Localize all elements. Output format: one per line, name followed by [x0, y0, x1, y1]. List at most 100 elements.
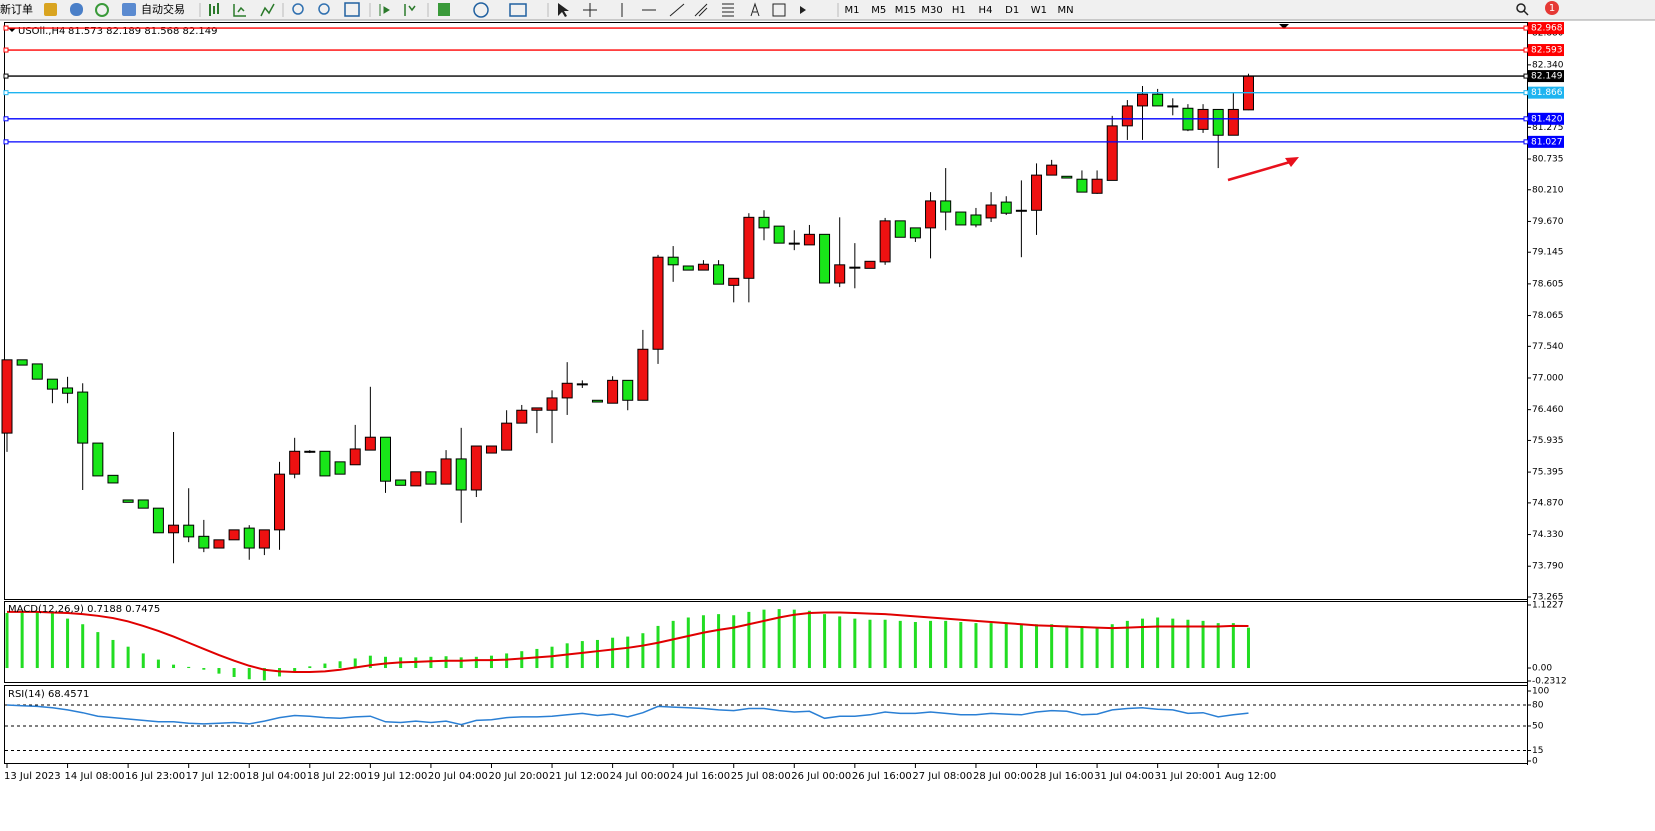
period-button[interactable]: W1	[1031, 5, 1047, 16]
candle-body	[773, 225, 785, 244]
candle-body	[682, 265, 694, 271]
channel-tool[interactable]	[694, 3, 708, 17]
candle-body	[849, 266, 861, 269]
signal-line	[7, 610, 1249, 673]
candle-body	[1046, 164, 1058, 176]
macd-bar	[66, 618, 70, 669]
x-tick-label: 26 Jul 16:00	[852, 771, 912, 782]
crosshair-tool[interactable]	[583, 3, 597, 17]
period-button[interactable]: M15	[895, 5, 916, 16]
macd-bar	[565, 643, 569, 669]
candle-body	[440, 458, 452, 485]
macd-bar	[611, 637, 615, 669]
candle-body	[122, 499, 134, 503]
candle-body	[894, 220, 906, 238]
y-tick-label: 79.145	[1532, 248, 1564, 258]
candle-body	[168, 524, 180, 534]
candle-body	[334, 461, 346, 475]
fibo-tool[interactable]	[722, 3, 734, 17]
price-label: 81.866	[1531, 88, 1563, 98]
y-tick-label: 75.935	[1532, 436, 1564, 446]
period-button[interactable]: M5	[871, 5, 886, 16]
candle-body	[319, 450, 331, 477]
price-label: 82.968	[1531, 24, 1563, 34]
candle-body	[637, 348, 649, 401]
period-button[interactable]: H1	[952, 5, 966, 16]
macd-bar	[701, 615, 705, 669]
macd-bar	[1141, 618, 1144, 669]
search[interactable]	[1523, 10, 1529, 16]
icon[interactable]	[44, 3, 57, 16]
icon[interactable]	[438, 3, 450, 16]
candle-body	[803, 233, 815, 246]
macd-bar	[474, 656, 478, 669]
x-tick-label: 24 Jul 00:00	[610, 771, 670, 782]
line-handle	[1523, 73, 1529, 79]
y-tick-label: 78.065	[1532, 311, 1564, 321]
icon[interactable]	[209, 3, 219, 16]
macd-bar	[353, 658, 357, 669]
candle-body	[31, 363, 43, 380]
macd-bar	[505, 653, 509, 669]
period-button[interactable]: D1	[1005, 5, 1019, 16]
indicator-title: MACD(12,26,9) 0.7188 0.7475	[8, 604, 160, 615]
new-order-button[interactable]: 新订单	[0, 2, 33, 16]
candle-body	[985, 204, 997, 219]
line-handle	[1523, 47, 1529, 53]
icon[interactable]	[473, 2, 489, 18]
macd-bar	[838, 616, 842, 669]
search[interactable]	[1516, 3, 1526, 13]
chart-title: USOil.,H4	[18, 26, 65, 37]
menu-triangle[interactable]	[8, 28, 16, 32]
icon[interactable]	[260, 3, 275, 17]
indicator-title: RSI(14) 68.4571	[8, 689, 89, 700]
toolbar-bg	[0, 0, 1655, 20]
trendline-tool[interactable]	[669, 3, 685, 17]
shift-marker[interactable]	[1279, 24, 1289, 29]
text-tool[interactable]	[750, 2, 760, 17]
macd-bar	[444, 656, 448, 669]
macd-bar	[550, 646, 554, 669]
icon[interactable]	[404, 4, 416, 16]
candle-body	[607, 379, 619, 404]
macd-bar	[1216, 623, 1220, 669]
icon[interactable]	[509, 3, 527, 17]
x-tick-label: 19 Jul 12:00	[367, 771, 427, 782]
x-tick-label: 14 Jul 08:00	[65, 771, 125, 782]
icon[interactable]	[379, 4, 390, 16]
price-label: 82.149	[1531, 72, 1563, 82]
candle-body	[819, 233, 831, 284]
macd-bar	[141, 653, 145, 669]
macd-bar	[232, 668, 236, 678]
period-button[interactable]: MN	[1058, 5, 1074, 16]
x-tick-label: 13 Jul 2023	[4, 771, 61, 782]
icon[interactable]	[95, 3, 109, 17]
candle-body	[1167, 105, 1179, 108]
cursor-tool[interactable]	[558, 3, 569, 17]
auto-trading-button[interactable]: 自动交易	[141, 2, 185, 16]
icon[interactable]	[122, 3, 136, 16]
candle-body	[395, 479, 407, 486]
macd-bar	[50, 613, 54, 669]
macd-bar	[853, 618, 857, 669]
zoom-out[interactable]	[318, 3, 330, 15]
macd-bar	[459, 657, 463, 669]
macd-bar	[580, 641, 584, 669]
price-label: 81.420	[1531, 114, 1563, 124]
notification-badge[interactable]	[1545, 1, 1559, 15]
price-label-bg	[1528, 112, 1564, 125]
icon[interactable]	[70, 3, 83, 16]
zoom-in[interactable]	[292, 3, 304, 15]
macd-bar	[929, 620, 933, 669]
icon[interactable]	[344, 2, 360, 17]
period-button[interactable]: M30	[921, 5, 942, 16]
macd-bar	[1171, 618, 1175, 669]
icon[interactable]	[233, 4, 246, 17]
arrow-tool[interactable]	[800, 6, 806, 14]
candle-body	[1137, 93, 1148, 107]
period-button[interactable]: H4	[979, 5, 993, 16]
period-button[interactable]: M1	[845, 5, 860, 16]
label-tool[interactable]	[772, 3, 786, 17]
toolbar: 新订单 自动交易 M1 M5 M15 M30 H1 H4 D1 W1 MN	[0, 0, 1655, 21]
